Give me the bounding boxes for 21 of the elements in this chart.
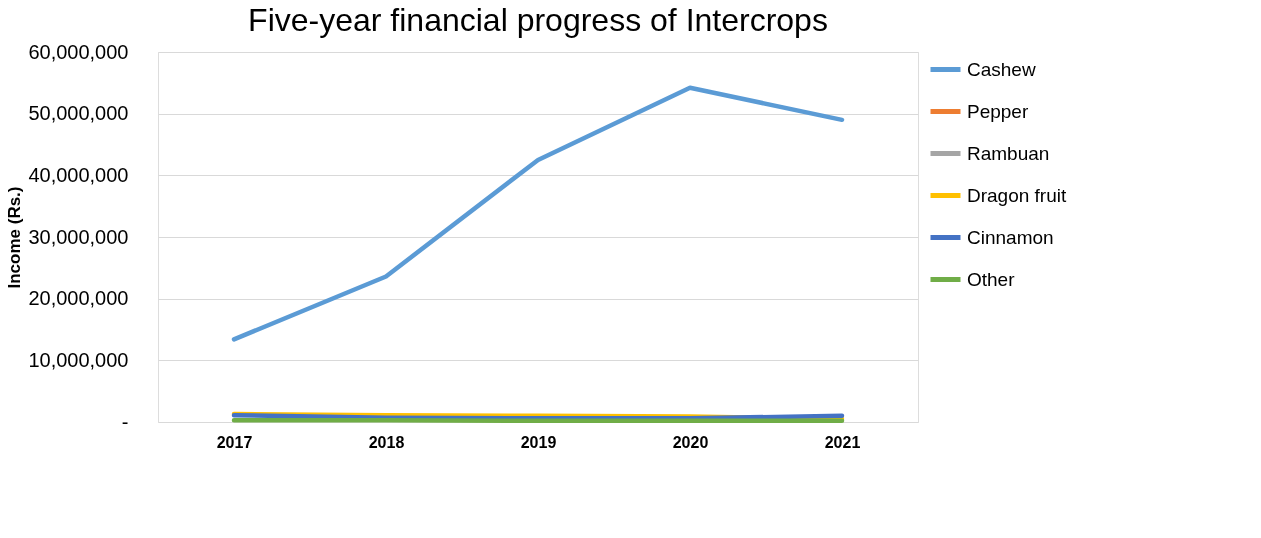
legend-label: Dragon fruit bbox=[967, 184, 1067, 206]
y-tick-label: 20,000,000 bbox=[28, 287, 129, 310]
legend-label: Cashew bbox=[967, 58, 1036, 80]
x-tick-label: 2017 bbox=[216, 433, 253, 451]
y-tick-label: - bbox=[121, 410, 129, 433]
legend-label: Rambuan bbox=[967, 142, 1050, 164]
x-tick-label: 2018 bbox=[368, 433, 405, 451]
legend-label: Other bbox=[967, 268, 1016, 290]
line-series bbox=[231, 85, 845, 342]
y-tick-label: 40,000,000 bbox=[28, 163, 129, 186]
y-tick-label: 60,000,000 bbox=[28, 40, 129, 63]
y-tick-label: 30,000,000 bbox=[28, 225, 129, 248]
x-tick-label: 2020 bbox=[672, 433, 709, 451]
y-axis-title: Income (Rs.) bbox=[5, 186, 25, 289]
legend-label: Cinnamon bbox=[967, 226, 1054, 248]
y-tick-label: 50,000,000 bbox=[28, 102, 129, 125]
y-tick-label: 10,000,000 bbox=[28, 348, 129, 371]
chart-title: Five-year financial progress of Intercrops bbox=[248, 2, 828, 38]
x-tick-label: 2019 bbox=[520, 433, 557, 451]
x-tick-label: 2021 bbox=[824, 433, 861, 451]
legend-label: Pepper bbox=[967, 100, 1029, 122]
